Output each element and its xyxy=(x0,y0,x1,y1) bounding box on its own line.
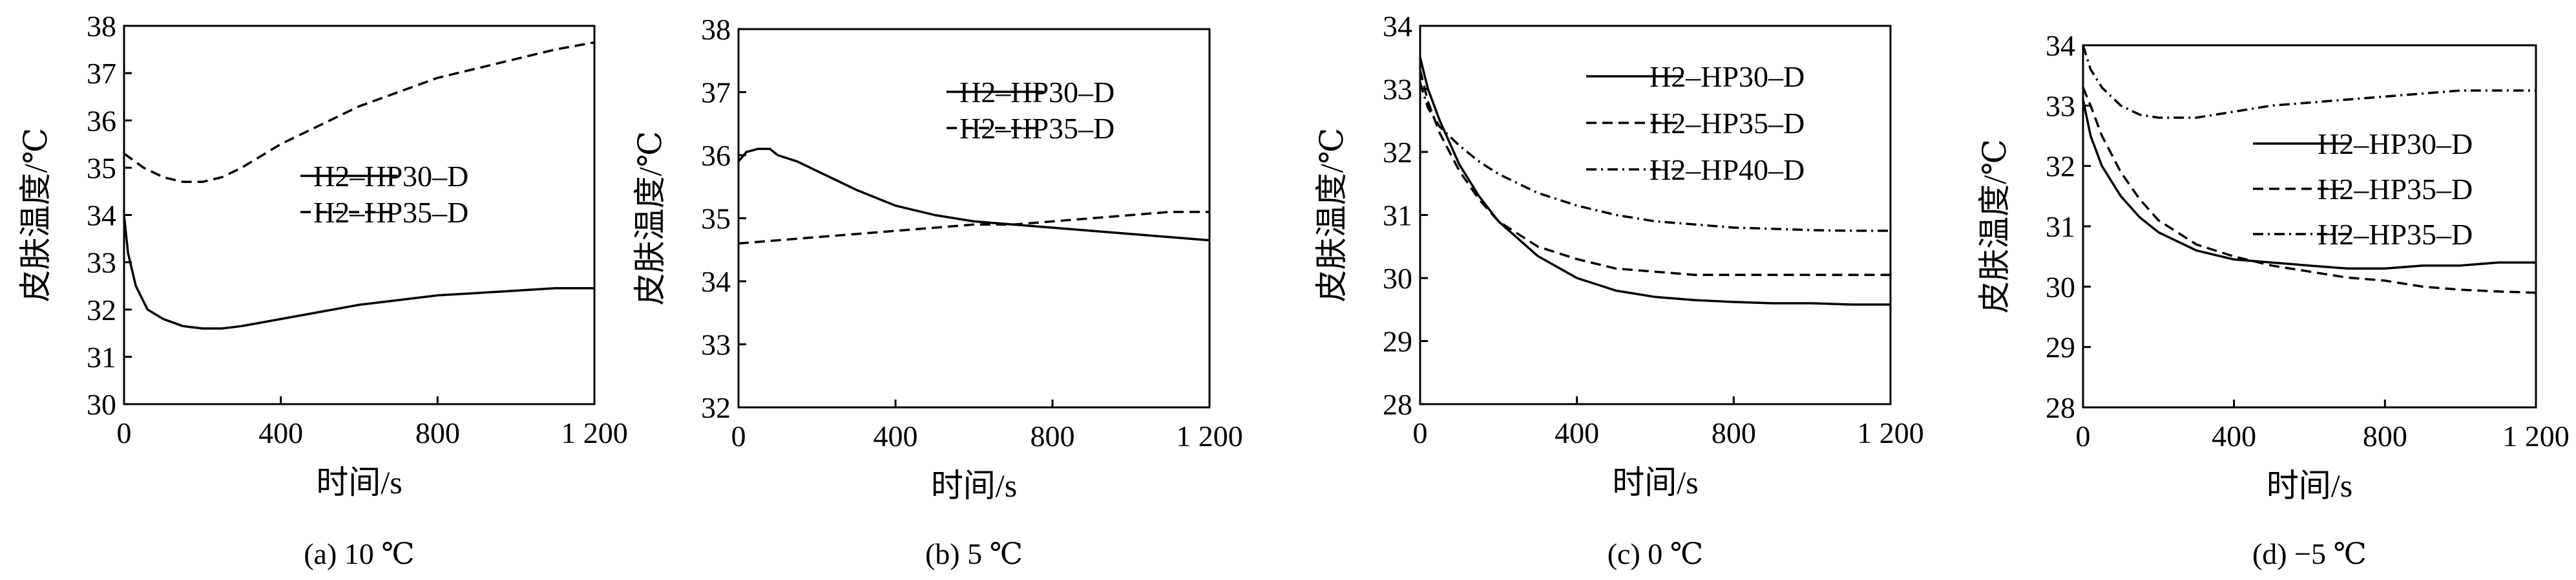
x-tick-label: 1 200 xyxy=(1857,416,1924,449)
panel-d: 28 29 30 31 32 33 34 0 400 800 1 200 时间/s 皮肤温度/℃ (d) … xyxy=(1976,29,2570,570)
panel-caption: (b) 5 ℃ xyxy=(925,537,1023,570)
y-tick-label: 32 xyxy=(1383,136,1412,169)
x-tick-label: 1 200 xyxy=(1176,420,1243,453)
y-tick-label: 33 xyxy=(87,246,116,279)
y-tick-label: 33 xyxy=(701,328,731,361)
panel-caption: (c) 0 ℃ xyxy=(1607,537,1704,570)
y-tick-label: 38 xyxy=(87,10,116,43)
y-tick-label: 30 xyxy=(2046,270,2075,303)
x-tick-label: 1 200 xyxy=(561,416,628,449)
legend-label: H2–HP30–D xyxy=(313,160,468,193)
y-tick-label: 35 xyxy=(701,202,731,235)
y-tick-label: 32 xyxy=(87,294,116,327)
y-tick-label: 34 xyxy=(701,265,731,298)
x-axis-label: 时间/s xyxy=(1612,464,1698,500)
y-tick-label: 34 xyxy=(1383,10,1412,43)
x-axis-label: 时间/s xyxy=(2267,467,2352,504)
y-tick-label: 29 xyxy=(2046,331,2075,364)
x-tick-label: 400 xyxy=(1555,416,1599,449)
x-tick-label: 400 xyxy=(874,420,918,453)
legend-label: H2–HP30–D xyxy=(2318,127,2473,160)
y-tick-label: 31 xyxy=(1383,199,1412,232)
series-line xyxy=(1419,69,1890,276)
y-tick-label: 36 xyxy=(701,139,731,172)
y-tick-label: 32 xyxy=(701,391,731,424)
y-axis-label: 皮肤温度/℃ xyxy=(1976,139,2013,314)
y-tick-label: 32 xyxy=(2046,150,2075,183)
series-line xyxy=(2082,99,2536,270)
series-line xyxy=(123,215,594,330)
x-tick-label: 1 200 xyxy=(2502,420,2570,453)
series-line xyxy=(737,147,1210,242)
x-tick-label: 0 xyxy=(1413,416,1428,449)
y-tick-label: 33 xyxy=(1383,73,1412,106)
series-line xyxy=(1419,57,1890,306)
y-tick-label: 37 xyxy=(87,57,116,90)
x-tick-label: 0 xyxy=(731,420,746,453)
panel-a: 30 31 32 33 34 35 36 37 38 0 400 800 1 200 时间/s 皮肤温度/℃… xyxy=(17,10,628,570)
y-tick-label: 38 xyxy=(701,13,731,46)
series-line xyxy=(738,210,1209,245)
panel-caption: (a) 10 ℃ xyxy=(304,537,415,570)
legend-label: H2–HP35–D xyxy=(2318,218,2473,251)
x-tick-label: 800 xyxy=(415,416,460,449)
legend-label: H2–HP35–D xyxy=(1649,107,1805,140)
legend-label: H2–HP40–D xyxy=(1649,153,1805,186)
y-tick-label: 30 xyxy=(87,388,116,421)
series-line xyxy=(1419,82,1890,232)
x-tick-label: 800 xyxy=(1712,416,1756,449)
x-axis-label: 时间/s xyxy=(931,467,1017,504)
panel-c: 28 29 30 31 32 33 34 0 400 800 1 200 时间/s 皮肤温度/℃ (c) … xyxy=(1314,10,1924,570)
legend-label: H2–HP30–D xyxy=(959,76,1115,109)
y-tick-label: 36 xyxy=(87,104,116,137)
y-axis-label: 皮肤温度/℃ xyxy=(1314,128,1350,303)
x-tick-label: 400 xyxy=(258,416,303,449)
y-tick-label: 34 xyxy=(87,199,116,232)
y-axis-label: 皮肤温度/℃ xyxy=(632,131,668,306)
legend-label: H2–HP35–D xyxy=(2318,173,2473,206)
series-line xyxy=(2082,45,2536,119)
legend-label: H2–HP35–D xyxy=(959,112,1115,145)
y-axis-label: 皮肤温度/℃ xyxy=(17,128,54,303)
series-line xyxy=(2082,87,2537,294)
y-tick-label: 29 xyxy=(1383,325,1412,358)
panel-b: 32 33 34 35 36 37 38 0 400 800 1 200 时间/s 皮肤温度/℃ (b) … xyxy=(632,13,1243,570)
x-tick-label: 0 xyxy=(117,416,132,449)
x-tick-label: 400 xyxy=(2212,420,2256,453)
series-line xyxy=(123,41,595,184)
legend-label: H2–HP35–D xyxy=(313,196,468,229)
y-tick-label: 28 xyxy=(2046,391,2075,424)
y-tick-label: 33 xyxy=(2046,89,2075,122)
y-tick-label: 37 xyxy=(701,76,731,109)
y-tick-label: 31 xyxy=(2046,210,2075,243)
y-tick-label: 34 xyxy=(2046,29,2075,62)
x-tick-label: 800 xyxy=(2363,420,2407,453)
y-tick-label: 35 xyxy=(87,151,116,184)
panel-caption: (d) −5 ℃ xyxy=(2252,537,2367,570)
x-axis-label: 时间/s xyxy=(316,464,402,500)
x-tick-label: 0 xyxy=(2076,420,2091,453)
y-tick-label: 30 xyxy=(1383,262,1412,295)
y-tick-label: 31 xyxy=(87,341,116,374)
legend-label: H2–HP30–D xyxy=(1649,60,1805,93)
y-tick-label: 28 xyxy=(1383,388,1412,421)
x-tick-label: 800 xyxy=(1031,420,1075,453)
